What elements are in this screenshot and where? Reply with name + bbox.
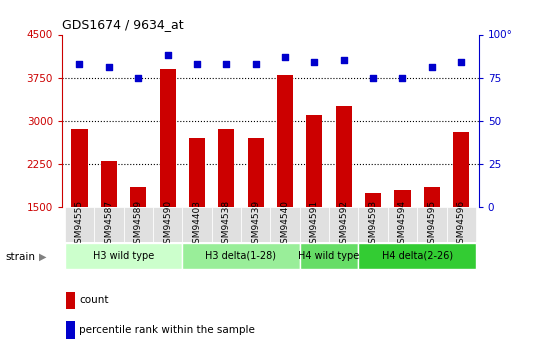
Text: count: count [80, 296, 109, 305]
Text: strain: strain [5, 252, 36, 262]
Point [398, 75, 407, 80]
Text: GSM94587: GSM94587 [104, 200, 114, 249]
Point [193, 61, 201, 67]
Point [222, 61, 231, 67]
FancyBboxPatch shape [388, 207, 417, 242]
FancyBboxPatch shape [358, 243, 476, 269]
Point [310, 59, 318, 65]
Point [134, 75, 143, 80]
Text: H4 wild type: H4 wild type [299, 250, 360, 260]
Text: H3 wild type: H3 wild type [93, 250, 154, 260]
Text: GSM94540: GSM94540 [280, 200, 289, 249]
Point [339, 58, 348, 63]
Bar [101, 161, 117, 207]
Bar [247, 138, 264, 207]
Point [428, 65, 436, 70]
Bar [72, 129, 88, 207]
FancyBboxPatch shape [358, 207, 388, 242]
Point [457, 59, 465, 65]
FancyBboxPatch shape [300, 207, 329, 242]
Bar [189, 138, 205, 207]
Text: GSM94538: GSM94538 [222, 200, 231, 249]
Text: GSM94591: GSM94591 [310, 200, 319, 249]
Bar [336, 106, 352, 207]
Point [75, 61, 84, 67]
Text: H3 delta(1-28): H3 delta(1-28) [206, 250, 277, 260]
Text: GDS1674 / 9634_at: GDS1674 / 9634_at [62, 18, 183, 31]
FancyBboxPatch shape [65, 243, 182, 269]
Bar [365, 193, 381, 207]
Bar [277, 75, 293, 207]
FancyBboxPatch shape [153, 207, 182, 242]
FancyBboxPatch shape [300, 243, 358, 269]
Point [281, 54, 289, 60]
Text: GSM94555: GSM94555 [75, 200, 84, 249]
FancyBboxPatch shape [65, 207, 94, 242]
Bar [453, 132, 469, 207]
Text: GSM94539: GSM94539 [251, 200, 260, 249]
Text: GSM94595: GSM94595 [427, 200, 436, 249]
Text: H4 delta(2-26): H4 delta(2-26) [381, 250, 452, 260]
FancyBboxPatch shape [124, 207, 153, 242]
FancyBboxPatch shape [182, 243, 300, 269]
FancyBboxPatch shape [447, 207, 476, 242]
Point [104, 65, 113, 70]
Text: GSM94589: GSM94589 [134, 200, 143, 249]
Bar [66, 321, 75, 339]
Point [369, 75, 378, 80]
Text: GSM94594: GSM94594 [398, 200, 407, 249]
Bar [130, 187, 146, 207]
Point [163, 52, 172, 58]
Text: ▶: ▶ [39, 252, 46, 262]
Bar [424, 187, 440, 207]
FancyBboxPatch shape [211, 207, 241, 242]
Bar [159, 69, 175, 207]
FancyBboxPatch shape [241, 207, 271, 242]
FancyBboxPatch shape [417, 207, 447, 242]
Text: GSM94593: GSM94593 [369, 200, 378, 249]
Point [251, 61, 260, 67]
FancyBboxPatch shape [329, 207, 358, 242]
Text: GSM94590: GSM94590 [163, 200, 172, 249]
Text: GSM94403: GSM94403 [193, 200, 201, 249]
Text: GSM94592: GSM94592 [339, 200, 348, 249]
Bar [306, 115, 322, 207]
FancyBboxPatch shape [271, 207, 300, 242]
FancyBboxPatch shape [94, 207, 124, 242]
FancyBboxPatch shape [182, 207, 211, 242]
Bar [218, 129, 235, 207]
Bar [66, 292, 75, 309]
Text: percentile rank within the sample: percentile rank within the sample [80, 325, 256, 335]
Text: GSM94596: GSM94596 [457, 200, 466, 249]
Bar [394, 190, 410, 207]
